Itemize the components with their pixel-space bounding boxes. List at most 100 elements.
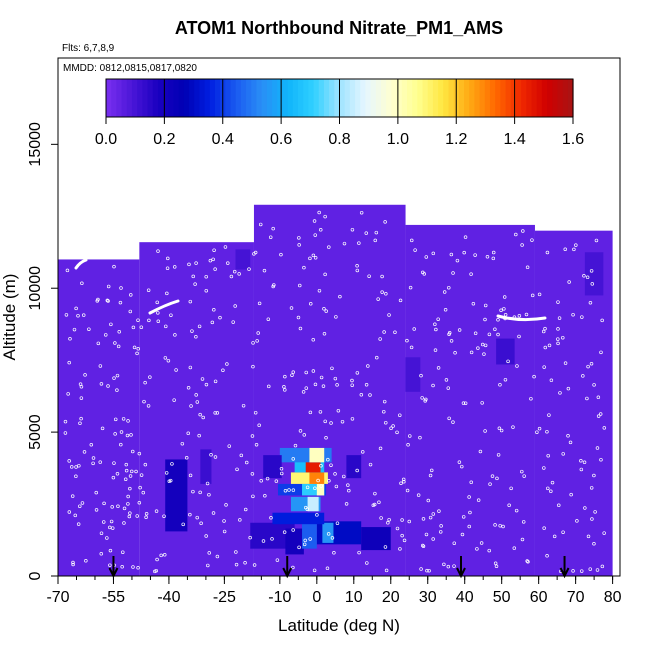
colorbar-swatch: [209, 79, 216, 117]
colorbar-swatch: [106, 79, 112, 117]
track-point: [71, 562, 75, 567]
track-point: [581, 374, 585, 378]
track-point: [146, 404, 151, 408]
track-point: [525, 559, 529, 563]
track-point: [188, 365, 193, 370]
track-point: [78, 504, 82, 508]
track-point: [224, 503, 228, 507]
track-point: [105, 298, 110, 303]
track-point: [556, 337, 560, 341]
track-point: [119, 286, 123, 290]
track-point: [206, 563, 210, 568]
track-point: [502, 307, 506, 311]
track-point: [96, 341, 101, 346]
track-point: [167, 479, 172, 484]
track-point: [64, 313, 69, 317]
track-point: [262, 268, 267, 273]
track-point: [315, 513, 319, 517]
track-point: [98, 460, 102, 464]
colorbar-swatch: [194, 79, 200, 117]
track-point: [384, 292, 388, 296]
track-point: [327, 245, 331, 249]
track-point: [121, 550, 125, 554]
track-point: [89, 442, 94, 447]
track-point: [586, 534, 591, 539]
track-point: [380, 290, 384, 294]
track-point: [76, 522, 81, 526]
track-point: [409, 238, 414, 243]
track-point: [231, 320, 235, 324]
track-point: [496, 332, 500, 337]
track-point: [600, 318, 604, 323]
heat-cell: [405, 357, 421, 392]
heat-cell: [346, 455, 362, 479]
track-point: [462, 250, 466, 255]
track-point: [304, 386, 309, 390]
track-point: [535, 430, 539, 434]
track-point: [156, 311, 160, 315]
track-point: [524, 312, 529, 317]
track-point: [340, 419, 345, 424]
track-point: [113, 417, 118, 422]
track-point: [308, 302, 313, 306]
track-point: [571, 569, 575, 573]
track-point: [517, 334, 521, 339]
track-point: [402, 479, 406, 484]
track-point: [433, 322, 437, 327]
track-point: [234, 550, 238, 554]
x-tick-label: 70: [567, 589, 585, 606]
track-point: [545, 429, 549, 434]
track-point: [493, 523, 497, 527]
track-point: [400, 533, 404, 538]
track-point: [498, 383, 502, 387]
track-point: [428, 473, 433, 478]
track-point: [132, 345, 137, 350]
track-point: [313, 233, 318, 237]
heat-cell: [316, 483, 325, 496]
track-point: [218, 315, 222, 320]
track-point: [431, 251, 436, 256]
track-point: [254, 443, 259, 447]
track-point: [174, 368, 178, 372]
track-point: [561, 530, 565, 534]
track-point: [154, 509, 159, 513]
colorbar-swatch: [308, 79, 315, 117]
track-point: [241, 403, 246, 408]
colorbar-swatch: [173, 79, 180, 117]
track-point: [282, 530, 287, 534]
track-point: [106, 299, 110, 303]
x-tick-label: 40: [456, 589, 474, 606]
track-point: [63, 431, 68, 435]
track-point: [293, 443, 298, 448]
colorbar-swatch: [510, 79, 517, 117]
track-point: [329, 421, 333, 425]
track-point: [321, 384, 326, 388]
track-point: [496, 318, 500, 322]
colorbar-tick-label: 1.2: [445, 131, 467, 148]
track-point: [355, 468, 359, 473]
track-point: [476, 346, 480, 350]
track-point: [181, 522, 185, 527]
track-point: [457, 328, 462, 332]
track-point: [99, 531, 104, 535]
track-point: [582, 460, 587, 465]
track-point: [106, 384, 110, 388]
colorbar-swatch: [334, 79, 341, 117]
colorbar-swatch: [500, 79, 507, 117]
track-point: [399, 481, 403, 485]
track-point: [402, 538, 407, 543]
track-point: [324, 309, 328, 313]
track-point: [491, 256, 496, 261]
track-point: [433, 348, 438, 352]
track-point: [447, 285, 451, 290]
track-point: [384, 420, 388, 425]
track-point: [311, 253, 316, 258]
track-point: [526, 560, 530, 564]
track-point: [128, 486, 132, 491]
track-point: [431, 383, 435, 388]
track-point: [215, 411, 220, 415]
track-point: [375, 355, 379, 360]
track-point: [279, 252, 283, 257]
track-point: [302, 265, 306, 270]
